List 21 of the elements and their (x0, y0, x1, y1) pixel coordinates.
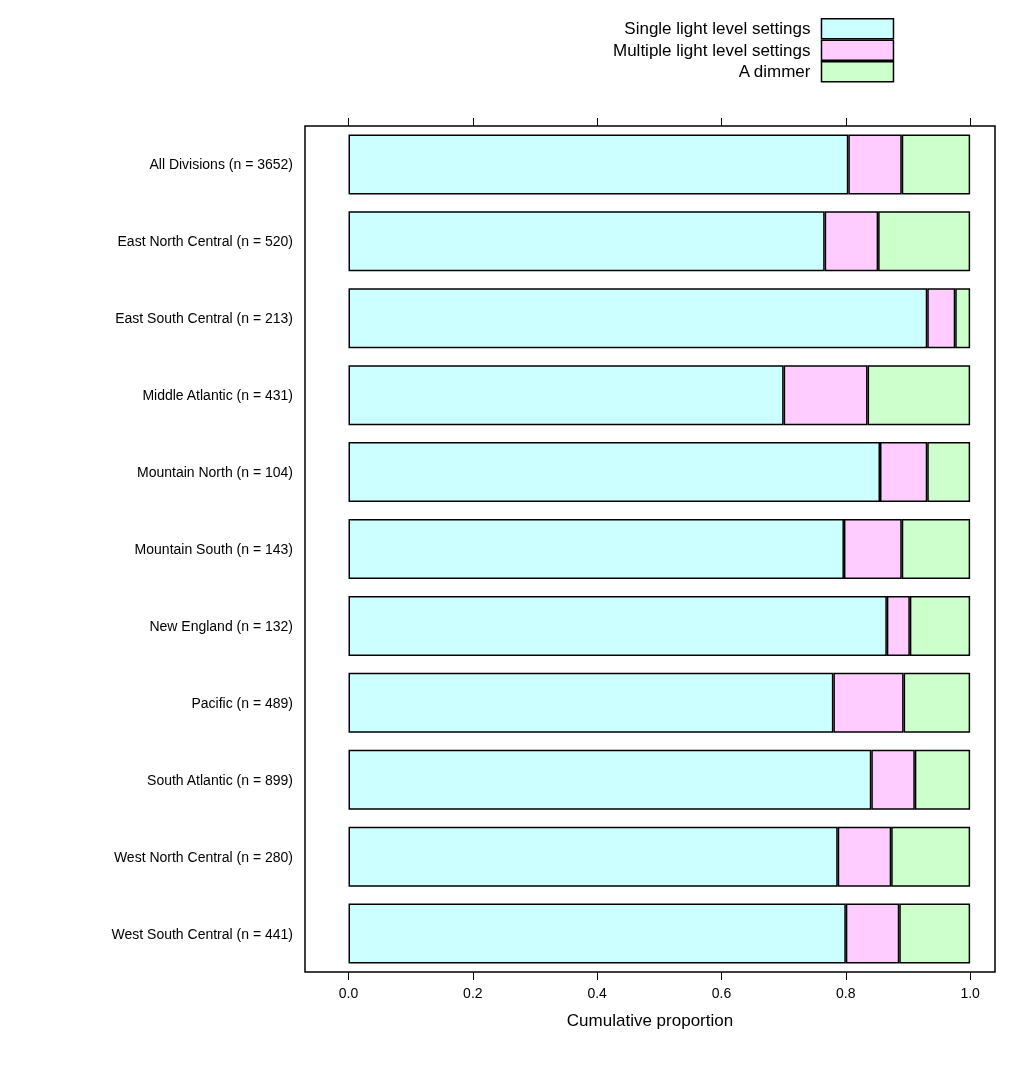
y-tick-label: West South Central (n = 441) (111, 925, 293, 942)
legend-label: Single light level settings (624, 19, 811, 39)
y-tick-label: West North Central (n = 280) (113, 848, 293, 865)
x-axis-title: Cumulative proportion (566, 1011, 734, 1030)
y-tick-label: New England (n = 132) (149, 617, 293, 634)
x-tick-label: 0.0 (338, 985, 359, 1001)
legend-label: A dimmer (738, 62, 811, 82)
x-tick-label: 0.8 (836, 985, 856, 1001)
y-tick-label: All Divisions (n = 3652) (149, 156, 293, 173)
y-tick-label: Pacific (n = 489) (191, 694, 293, 711)
x-tick-label: 0.6 (711, 985, 732, 1001)
y-tick-label: Mountain North (n = 104) (136, 464, 293, 481)
x-tick-label: 0.2 (463, 985, 483, 1001)
y-tick-label: Mountain South (n = 143) (134, 541, 293, 557)
y-tick-label: East South Central (n = 213) (115, 310, 293, 327)
x-tick-label: 0.4 (587, 985, 608, 1001)
y-tick-label: East North Central (n = 520) (117, 233, 293, 250)
legend-label: Multiple light level settings (613, 40, 811, 60)
y-tick-label: Middle Atlantic (n = 431) (142, 387, 293, 404)
y-tick-label: South Atlantic (n = 899) (147, 771, 293, 788)
x-tick-label: 1.0 (960, 985, 981, 1001)
